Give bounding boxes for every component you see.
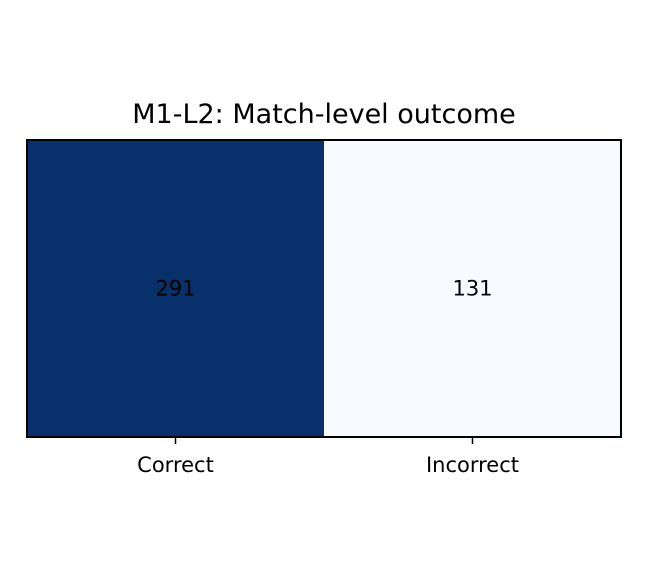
heatmap-cell-correct <box>27 140 324 437</box>
x-axis-ticks: Correct Incorrect <box>137 437 519 477</box>
x-tick-label: Incorrect <box>426 453 519 477</box>
cell-value-label: 291 <box>155 277 195 301</box>
cell-value-labels: 291 131 <box>155 277 492 301</box>
heatmap-cells <box>27 140 621 437</box>
x-tick-label: Correct <box>137 453 214 477</box>
plot-frame <box>26 139 622 438</box>
chart-title: M1-L2: Match-level outcome <box>132 99 516 130</box>
heatmap-cell-incorrect <box>324 140 621 437</box>
cell-value-label: 131 <box>452 277 492 301</box>
